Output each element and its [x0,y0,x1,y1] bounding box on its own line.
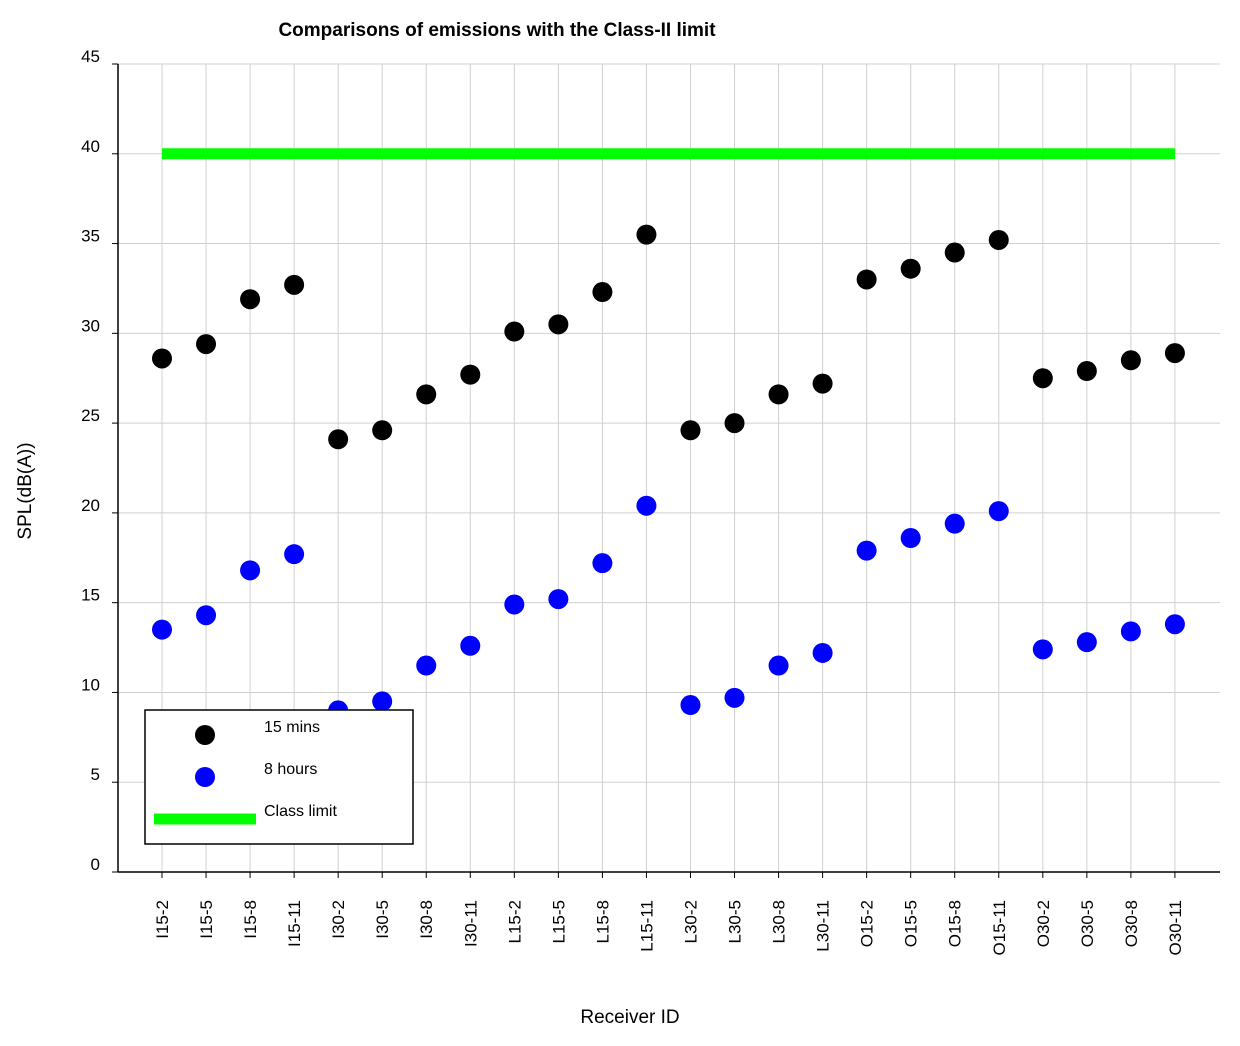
point-15-mins [768,384,789,405]
point-8-hours [988,501,1009,522]
x-tick-label: L15-11 [637,900,656,952]
point-15-mins [548,314,569,335]
point-15-mins [636,224,657,245]
point-15-mins [372,420,393,441]
point-15-mins [1120,350,1141,371]
point-15-mins [900,258,921,279]
point-8-hours [768,655,789,676]
point-15-mins [1076,361,1097,382]
point-8-hours [592,553,613,574]
point-8-hours [944,513,965,534]
point-8-hours [416,655,437,676]
y-tick-labels: 0 5 10 15 20 25 30 35 40 45 [81,47,100,874]
x-tick-label: I15-8 [241,900,260,939]
y-tick-label: 15 [81,586,100,605]
x-tick-label: I30-8 [417,900,436,939]
point-15-mins [812,373,833,394]
point-15-mins [460,364,481,385]
x-tick-label: I30-2 [329,900,348,939]
series-layer [152,148,1185,721]
point-8-hours [900,528,921,549]
y-tick-label: 5 [91,765,100,784]
y-tick-label: 20 [81,496,100,515]
legend-swatch-8-hours [195,767,215,787]
point-15-mins [856,269,877,290]
point-8-hours [1164,614,1185,635]
x-axis-label: Receiver ID [580,1007,679,1028]
point-15-mins [680,420,701,441]
point-15-mins [592,282,613,303]
legend-swatch-15-mins [195,725,215,745]
point-8-hours [680,695,701,716]
point-15-mins [196,334,217,355]
legend-label: Class limit [264,803,337,820]
point-15-mins [724,413,745,434]
x-tick-label: O30-8 [1122,900,1141,947]
x-tick-label: O30-11 [1166,900,1185,955]
y-axis-label: SPL(dB(A)) [15,442,36,539]
axes [112,63,1220,878]
x-tick-label: I30-5 [373,900,392,939]
x-tick-label: O15-8 [946,900,965,947]
y-tick-label: 10 [81,675,100,694]
point-8-hours [548,589,569,610]
point-8-hours [724,687,745,708]
x-tick-label: L30-11 [814,900,833,952]
point-8-hours [460,635,481,656]
point-8-hours [504,594,525,615]
x-tick-label: O30-5 [1078,900,1097,947]
x-tick-label: L30-5 [726,900,745,943]
x-tick-label: O15-2 [858,900,877,947]
legend: 15 mins 8 hours Class limit [144,709,414,845]
x-tick-label: O15-11 [990,900,1009,955]
y-tick-label: 30 [81,316,100,335]
point-8-hours [812,642,833,663]
point-8-hours [636,495,657,516]
x-tick-label: L15-8 [593,900,612,943]
x-tick-label: O15-5 [902,900,921,947]
x-tick-label: I15-2 [153,900,172,939]
point-15-mins [240,289,261,310]
point-8-hours [1076,632,1097,653]
point-15-mins [284,274,305,295]
point-15-mins [504,321,525,342]
point-15-mins [152,348,172,369]
point-15-mins [1164,343,1185,364]
x-tick-label: O30-2 [1034,900,1053,947]
y-tick-label: 35 [81,227,100,246]
legend-label: 8 hours [264,761,317,778]
x-tick-label: I15-5 [197,900,216,939]
point-8-hours [856,540,877,561]
point-15-mins [988,229,1009,250]
x-tick-label: L15-2 [505,900,524,943]
x-tick-label: L30-2 [681,900,700,943]
point-8-hours [1032,639,1053,660]
point-15-mins [944,242,965,263]
y-tick-label: 45 [81,47,100,66]
point-8-hours [240,560,261,581]
y-tick-label: 0 [91,855,100,874]
y-tick-label: 40 [81,137,100,156]
x-tick-label: L15-5 [549,900,568,943]
x-tick-label: I30-11 [461,900,480,947]
point-8-hours [152,619,172,640]
point-8-hours [284,544,305,565]
x-tick-label: L30-8 [770,900,789,943]
x-tick-labels: I15-2 I15-5 I15-8 I15-11 I30-2 I30-5 I30-8 I30-… [153,900,1185,955]
point-15-mins [1032,368,1053,389]
x-tick-label: I15-11 [285,900,304,947]
y-tick-label: 25 [81,406,100,425]
point-8-hours [196,605,217,626]
point-8-hours [1120,621,1141,642]
chart-title: Comparisons of emissions with the Class-… [278,20,716,41]
point-15-mins [328,429,349,450]
legend-label: 15 mins [264,719,320,736]
point-15-mins [416,384,437,405]
point-8-hours [372,691,393,712]
